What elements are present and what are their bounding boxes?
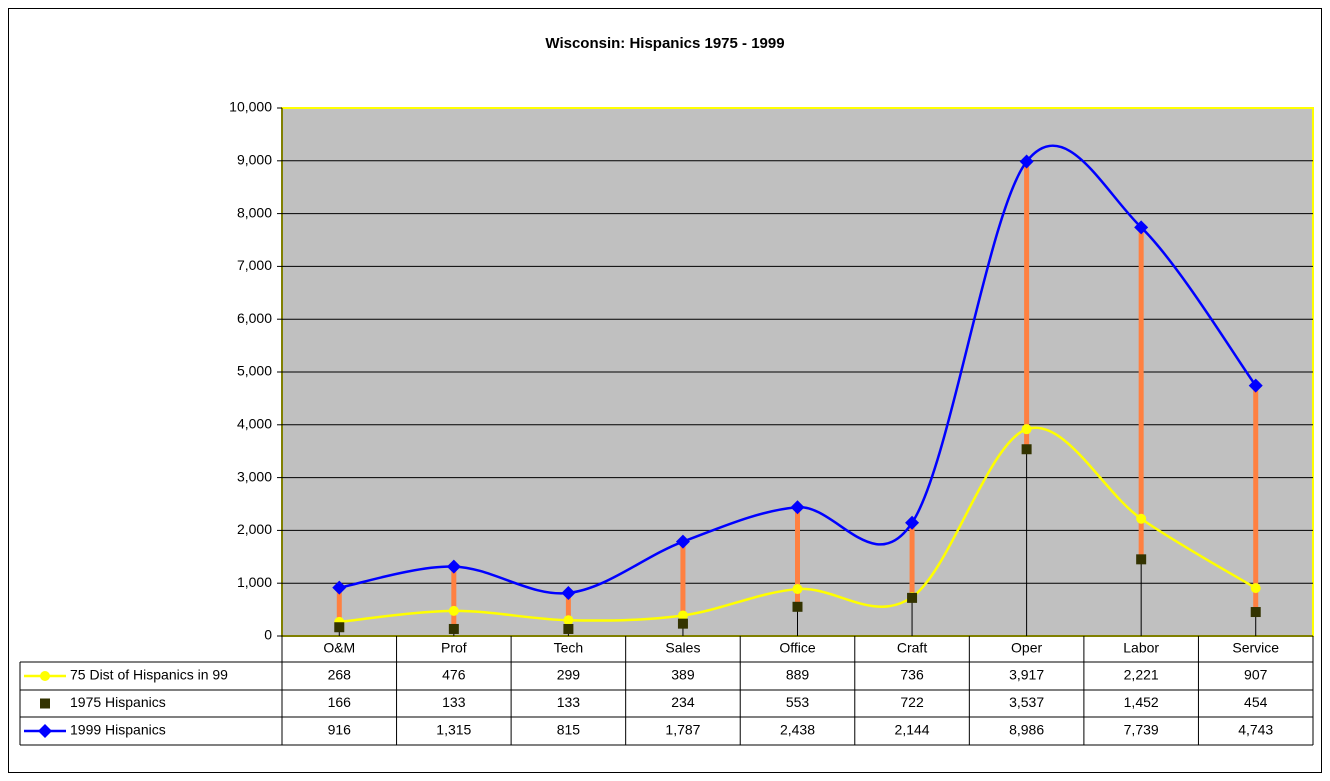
legend-label: 1975 Hispanics — [70, 694, 166, 710]
data-marker — [332, 580, 347, 595]
y-tick-label: 5,000 — [237, 363, 272, 379]
table-value: 133 — [442, 694, 466, 710]
y-tick-label: 9,000 — [237, 152, 272, 168]
table-value: 476 — [442, 667, 466, 683]
table-value: 1,787 — [665, 722, 700, 738]
table-value: 722 — [900, 694, 924, 710]
table-value: 2,221 — [1124, 667, 1159, 683]
data-marker — [1021, 424, 1032, 435]
x-tick-label: Craft — [897, 640, 927, 656]
data-marker — [1250, 607, 1261, 618]
y-tick-label: 2,000 — [237, 521, 272, 537]
y-tick-label: 1,000 — [237, 574, 272, 590]
x-tick-label: Oper — [1011, 640, 1042, 656]
y-tick-label: 10,000 — [229, 99, 272, 115]
table-value: 3,917 — [1009, 667, 1044, 683]
legend-label: 75 Dist of Hispanics in 99 — [70, 667, 228, 683]
table-value: 1,452 — [1124, 694, 1159, 710]
data-marker — [1136, 554, 1147, 565]
table-value: 4,743 — [1238, 722, 1273, 738]
y-tick-label: 3,000 — [237, 468, 272, 484]
data-marker — [446, 559, 461, 574]
table-value: 268 — [328, 667, 352, 683]
data-marker — [677, 610, 688, 621]
data-marker — [675, 534, 690, 549]
table-value: 553 — [786, 694, 810, 710]
y-tick-label: 6,000 — [237, 310, 272, 326]
table-value: 8,986 — [1009, 722, 1044, 738]
table-value: 2,144 — [895, 722, 930, 738]
x-tick-label: Service — [1232, 640, 1279, 656]
data-marker — [1248, 378, 1263, 393]
data-marker — [561, 585, 576, 600]
data-marker — [905, 515, 920, 530]
x-tick-label: O&M — [323, 640, 355, 656]
table-value: 7,739 — [1124, 722, 1159, 738]
data-marker — [1134, 220, 1149, 235]
x-tick-label: Labor — [1123, 640, 1159, 656]
y-tick-label: 7,000 — [237, 257, 272, 273]
table-value: 166 — [328, 694, 352, 710]
series-line — [339, 426, 1257, 624]
x-tick-label: Office — [779, 640, 816, 656]
table-value: 916 — [328, 722, 352, 738]
data-marker — [1019, 154, 1034, 169]
series-line — [339, 144, 1257, 595]
data-marker — [1136, 513, 1147, 524]
y-tick-label: 0 — [264, 627, 272, 643]
legend-label: 1999 Hispanics — [70, 722, 166, 738]
legend-marker — [38, 724, 52, 738]
data-marker — [1250, 583, 1261, 594]
table-value: 736 — [900, 667, 924, 683]
data-marker — [563, 623, 574, 634]
data-marker — [790, 500, 805, 515]
data-marker — [334, 622, 345, 633]
data-marker — [448, 605, 459, 616]
data-marker — [448, 623, 459, 634]
table-value: 133 — [557, 694, 581, 710]
data-marker — [907, 592, 918, 603]
table-value: 234 — [671, 694, 695, 710]
table-value: 2,438 — [780, 722, 815, 738]
table-value: 1,315 — [436, 722, 471, 738]
legend-marker — [40, 698, 50, 709]
table-value: 3,537 — [1009, 694, 1044, 710]
x-tick-label: Sales — [665, 640, 700, 656]
table-value: 299 — [557, 667, 581, 683]
table-value: 454 — [1244, 694, 1268, 710]
data-marker — [677, 618, 688, 629]
data-marker — [792, 584, 803, 595]
y-tick-label: 4,000 — [237, 416, 272, 432]
x-tick-label: Tech — [554, 640, 584, 656]
x-tick-label: Prof — [441, 640, 467, 656]
y-tick-label: 8,000 — [237, 204, 272, 220]
table-value: 889 — [786, 667, 810, 683]
data-marker — [792, 601, 803, 612]
data-marker — [1021, 444, 1032, 455]
table-value: 389 — [671, 667, 695, 683]
table-value: 907 — [1244, 667, 1268, 683]
data-marker — [563, 615, 574, 626]
table-value: 815 — [557, 722, 581, 738]
chart-title: Wisconsin: Hispanics 1975 - 1999 — [545, 35, 784, 52]
legend-marker — [40, 671, 50, 681]
